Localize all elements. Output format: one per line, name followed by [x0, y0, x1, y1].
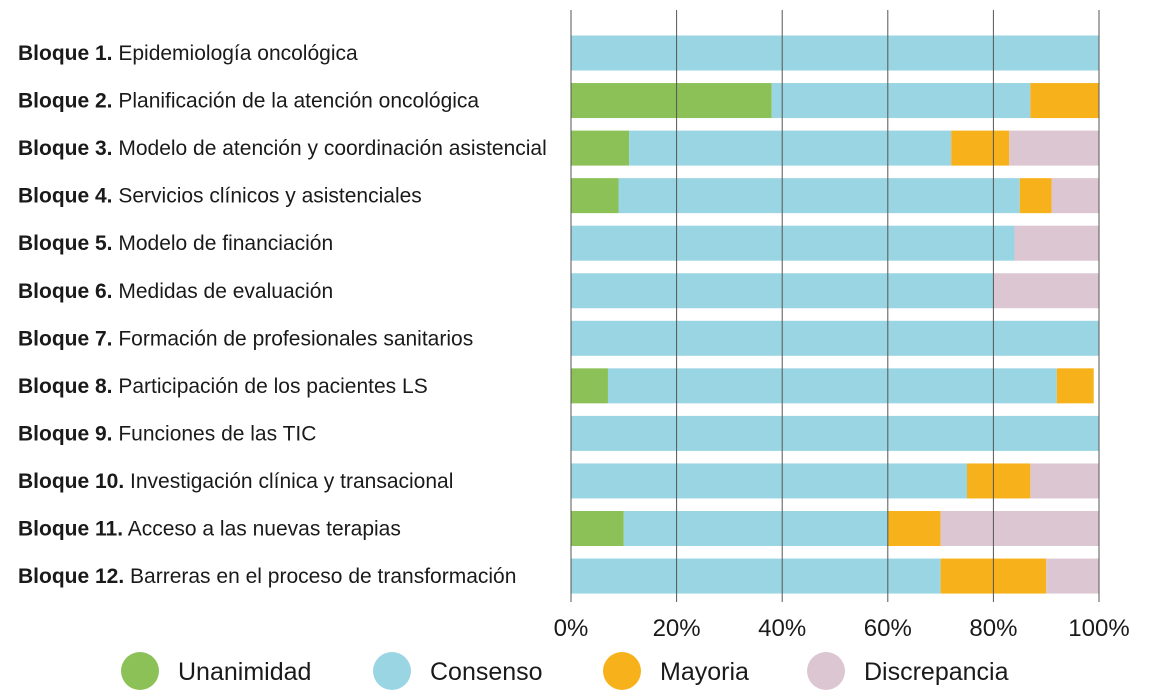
bar-segment-consenso-7	[571, 320, 1099, 356]
bar-segment-unanimidad-2	[571, 83, 772, 119]
legend: Unanimidad Consenso Mayoria Discrepancia	[121, 652, 1009, 690]
bar-segment-unanimidad-8	[571, 368, 608, 404]
category-label-2: Bloque 2. Planificación de la atención o…	[18, 90, 479, 113]
legend-label-consenso: Consenso	[430, 658, 543, 686]
category-label-11: Bloque 11. Acceso a las nuevas terapias	[18, 518, 401, 541]
legend-swatch-unanimidad	[121, 652, 159, 690]
bar-segment-mayoria-3	[951, 130, 1010, 166]
legend-label-mayoria: Mayoria	[660, 658, 749, 686]
bar-segment-consenso-5	[571, 225, 1015, 261]
bar-segment-consenso-1	[571, 35, 1099, 71]
bar-segment-consenso-8	[607, 368, 1057, 404]
category-label-4: Bloque 4. Servicios clínicos y asistenci…	[18, 185, 422, 208]
bar-segment-consenso-11	[623, 511, 888, 546]
bar-segment-consenso-12	[571, 558, 941, 594]
category-label-3: Bloque 3. Modelo de atención y coordinac…	[18, 137, 547, 160]
bar-segment-unanimidad-11	[571, 511, 624, 546]
legend-label-discrepancia: Discrepancia	[864, 658, 1009, 686]
bar-segment-discrepancia-6	[993, 273, 1099, 309]
bar-segment-mayoria-10	[967, 463, 1031, 499]
category-label-12: Bloque 12. Barreras en el proceso de tra…	[18, 565, 516, 588]
bar-segment-consenso-4	[618, 178, 1020, 214]
legend-label-unanimidad: Unanimidad	[178, 658, 311, 686]
x-tick-label-4: 80%	[969, 615, 1017, 642]
category-label-10: Bloque 10. Investigación clínica y trans…	[18, 470, 453, 493]
category-label-8: Bloque 8. Participación de los pacientes…	[18, 375, 428, 398]
bar-segment-mayoria-8	[1056, 368, 1094, 404]
bar-segment-mayoria-2	[1030, 83, 1099, 119]
category-label-9: Bloque 9. Funciones de las TIC	[18, 422, 316, 445]
bar-segment-unanimidad-3	[571, 130, 630, 166]
bars-group	[571, 35, 1099, 594]
x-tick-label-1: 20%	[653, 615, 701, 642]
bar-segment-discrepancia-3	[1009, 130, 1099, 166]
bar-segment-discrepancia-5	[1014, 225, 1099, 261]
category-labels-group: Bloque 1. Epidemiología oncológica Bloque…	[18, 42, 547, 588]
gridlines-group	[570, 10, 1100, 602]
category-label-1: Bloque 1. Epidemiología oncológica	[18, 42, 358, 65]
bar-segment-consenso-9	[571, 415, 1099, 451]
bar-segment-consenso-2	[771, 83, 1031, 119]
bar-segment-mayoria-11	[887, 511, 941, 546]
category-label-6: Bloque 6. Medidas de evaluación	[18, 280, 333, 303]
legend-swatch-consenso	[373, 652, 411, 690]
x-tick-label-5: 100%	[1068, 615, 1129, 642]
bar-segment-consenso-3	[629, 130, 952, 166]
legend-swatch-mayoria	[603, 652, 641, 690]
x-tick-label-2: 40%	[758, 615, 806, 642]
bar-segment-consenso-10	[571, 463, 967, 499]
bar-segment-discrepancia-11	[940, 511, 1099, 546]
x-tick-label-0: 0%	[554, 615, 589, 642]
legend-swatch-discrepancia	[807, 652, 845, 690]
bar-segment-unanimidad-4	[571, 178, 619, 214]
category-label-7: Bloque 7. Formación de profesionales san…	[18, 327, 473, 350]
category-label-5: Bloque 5. Modelo de financiación	[18, 232, 333, 255]
bar-segment-mayoria-4	[1019, 178, 1052, 214]
bar-segment-discrepancia-10	[1030, 463, 1099, 499]
x-tick-label-3: 60%	[864, 615, 912, 642]
bar-segment-discrepancia-4	[1051, 178, 1099, 214]
bar-segment-discrepancia-12	[1046, 558, 1099, 594]
x-tick-labels-group: 0% 20% 40% 60% 80% 100%	[554, 615, 1130, 642]
